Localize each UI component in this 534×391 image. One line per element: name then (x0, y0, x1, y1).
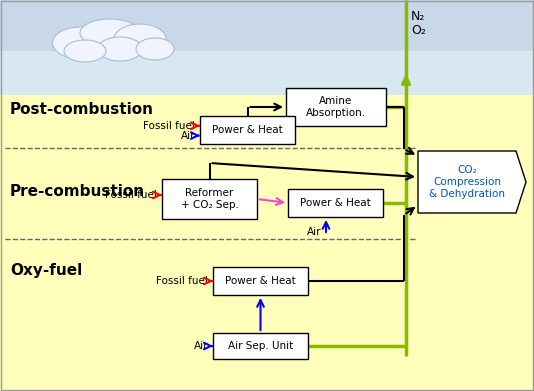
Ellipse shape (136, 38, 174, 60)
Text: Fossil fuel: Fossil fuel (105, 190, 157, 200)
Text: Post-combustion: Post-combustion (10, 102, 154, 117)
Text: Pre-combustion: Pre-combustion (10, 183, 145, 199)
Bar (288, 189, 383, 217)
Ellipse shape (52, 27, 107, 59)
Text: Air: Air (193, 341, 208, 351)
Bar (213, 267, 308, 295)
Text: Amine
Absorption.: Amine Absorption. (306, 96, 366, 118)
Ellipse shape (98, 37, 143, 61)
Bar (162, 179, 257, 219)
Text: Air Sep. Unit: Air Sep. Unit (228, 341, 293, 351)
Text: Oxy-fuel: Oxy-fuel (10, 264, 82, 278)
Bar (286, 88, 386, 126)
Ellipse shape (114, 24, 166, 54)
Text: Air: Air (180, 131, 195, 141)
Ellipse shape (80, 19, 140, 47)
Text: Power & Heat: Power & Heat (212, 125, 283, 135)
Text: Air: Air (307, 227, 321, 237)
Text: Power & Heat: Power & Heat (225, 276, 296, 286)
Text: Reformer
+ CO₂ Sep.: Reformer + CO₂ Sep. (180, 188, 239, 210)
Bar (0, 0, 534, 51)
Text: N₂: N₂ (411, 9, 426, 23)
Bar (213, 333, 308, 359)
Bar (0, 0, 534, 95)
Bar (200, 116, 295, 144)
Ellipse shape (64, 40, 106, 62)
Text: Fossil fuel: Fossil fuel (143, 121, 195, 131)
Text: Fossil fuel: Fossil fuel (156, 276, 208, 286)
Text: CO₂
Compression
& Dehydration: CO₂ Compression & Dehydration (429, 165, 505, 199)
Text: O₂: O₂ (411, 23, 426, 36)
Polygon shape (418, 151, 526, 213)
Text: Power & Heat: Power & Heat (300, 198, 371, 208)
